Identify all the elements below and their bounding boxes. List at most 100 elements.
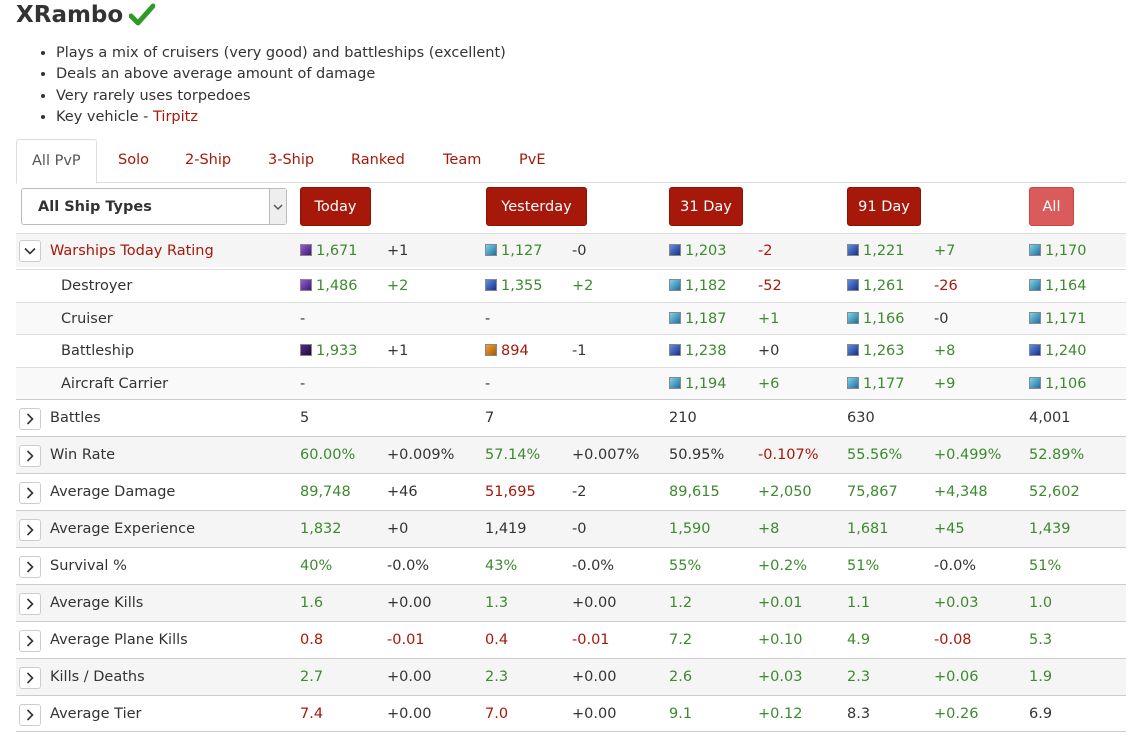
cell-text: 1.1 (847, 595, 871, 611)
cell-text: 1,187 (685, 311, 727, 327)
change-cell: +0.00 (572, 659, 616, 696)
chevron-down-icon[interactable] (269, 189, 286, 224)
cell-text: +0.00 (387, 669, 432, 685)
cell-text: 50.95% (669, 447, 725, 463)
tab-pve[interactable]: PvE (519, 152, 546, 168)
cell-text: +8 (934, 343, 956, 359)
period-button-yesterday[interactable]: Yesterday (486, 187, 587, 226)
period-button-31-day[interactable]: 31 Day (669, 187, 743, 226)
value-cell: 1,590 (669, 511, 711, 548)
rating-color-icon (669, 312, 681, 324)
cell-text: -0.107% (758, 447, 819, 463)
cell-text: 8.3 (847, 706, 871, 722)
cell-text: 4,001 (1029, 410, 1071, 426)
ship-type-select[interactable]: All Ship Types (21, 188, 287, 225)
value-cell: 1,106 (1029, 368, 1087, 400)
tab-3-ship[interactable]: 3-Ship (268, 152, 315, 168)
tab-ranked[interactable]: Ranked (351, 152, 405, 168)
chevron-right-icon[interactable] (19, 444, 41, 467)
rating-color-icon (669, 344, 681, 356)
change-cell: -0 (572, 511, 586, 548)
value-cell: 1.1 (847, 585, 870, 622)
change-cell: +0.10 (758, 622, 802, 659)
cell-text: 1,355 (501, 278, 543, 294)
period-button-today[interactable]: Today (300, 187, 371, 226)
rating-color-icon (300, 244, 312, 256)
cell-text: -2 (572, 484, 587, 500)
cell-text: 7 (485, 410, 495, 426)
cell-text: 1,127 (501, 243, 543, 259)
value-cell: 5 (300, 400, 309, 437)
cell-text: 1,439 (1029, 521, 1071, 537)
value-cell: 1,166 (847, 303, 905, 335)
cell-text: 1.3 (485, 595, 509, 611)
chevron-right-icon[interactable] (19, 666, 41, 689)
row-label: Kills / Deaths (50, 669, 145, 685)
value-cell: - (485, 368, 490, 400)
row-label: Warships Today Rating (50, 243, 214, 259)
cell-text: +0.10 (758, 632, 803, 648)
change-cell: -0 (572, 234, 586, 268)
cell-text: -1 (572, 343, 587, 359)
cell-text: 7.0 (485, 706, 509, 722)
cell-text: -26 (934, 278, 958, 294)
value-cell: 51,695 (485, 474, 536, 511)
row-label: Win Rate (50, 447, 116, 463)
cell-text: -0 (934, 311, 949, 327)
value-cell: 1.9 (1029, 659, 1052, 696)
value-cell: 894 (485, 335, 529, 368)
change-cell: +8 (758, 511, 779, 548)
stat-row: Survival % 40% -0.0% 43% -0.0% 55% +0.2% 51% -0.… (16, 547, 1126, 584)
stat-row: Average Damage 89,748 +46 51,695 -2 89,615 +2,… (16, 473, 1126, 510)
chevron-right-icon[interactable] (19, 481, 41, 504)
value-cell: 4,001 (1029, 400, 1071, 437)
cell-text: - (485, 311, 491, 327)
rating-color-icon (300, 279, 312, 291)
cell-text: 7.2 (669, 632, 693, 648)
period-button-91-day[interactable]: 91 Day (847, 187, 921, 226)
cell-text: 89,615 (669, 484, 720, 500)
tab-all-pvp[interactable]: All PvP (16, 139, 97, 184)
cell-text: 630 (847, 410, 875, 426)
cell-text: 1,221 (863, 243, 905, 259)
cell-text: +46 (387, 484, 418, 500)
cell-text: +0.009% (387, 447, 455, 463)
change-cell: +0.00 (572, 696, 616, 733)
period-button-all[interactable]: All (1029, 187, 1074, 226)
value-cell: 55.56% (847, 437, 902, 474)
change-cell: +0.007% (572, 437, 639, 474)
chevron-right-icon[interactable] (19, 555, 41, 578)
change-cell: +0.009% (387, 437, 454, 474)
key-vehicle-link[interactable]: Tirpitz (153, 108, 198, 125)
row-label: Average Experience (50, 521, 196, 537)
value-cell: 1,170 (1029, 234, 1087, 268)
value-cell: 1,355 (485, 270, 543, 303)
chevron-right-icon[interactable] (19, 518, 41, 541)
tab-team[interactable]: Team (443, 152, 482, 168)
rating-color-icon (669, 279, 681, 291)
change-cell: -0 (934, 303, 948, 335)
tab-2-ship[interactable]: 2-Ship (185, 152, 232, 168)
rating-color-icon (847, 279, 859, 291)
cell-text: +0.499% (934, 447, 1002, 463)
change-cell: +0.00 (387, 659, 431, 696)
cell-text: 2.6 (669, 669, 693, 685)
chevron-down-icon[interactable] (19, 240, 41, 262)
value-cell: 0.8 (300, 622, 323, 659)
chevron-right-icon[interactable] (19, 407, 41, 430)
rating-color-icon (1029, 312, 1041, 324)
ship-type-select-value: All Ship Types (38, 199, 152, 215)
cell-text: 1,203 (685, 243, 727, 259)
change-cell: +0 (387, 511, 408, 548)
change-cell: +4,348 (934, 474, 988, 511)
chevron-right-icon[interactable] (19, 703, 41, 726)
change-cell: +0.2% (758, 548, 807, 585)
tab-solo[interactable]: Solo (118, 152, 149, 168)
chevron-right-icon[interactable] (19, 629, 41, 652)
key-vehicle-prefix: Key vehicle - (56, 108, 153, 125)
cell-text: 1,832 (300, 521, 342, 537)
chevron-right-icon[interactable] (19, 592, 41, 615)
value-cell: 2.7 (300, 659, 323, 696)
cell-text: 894 (501, 343, 529, 359)
value-cell: 89,748 (300, 474, 351, 511)
